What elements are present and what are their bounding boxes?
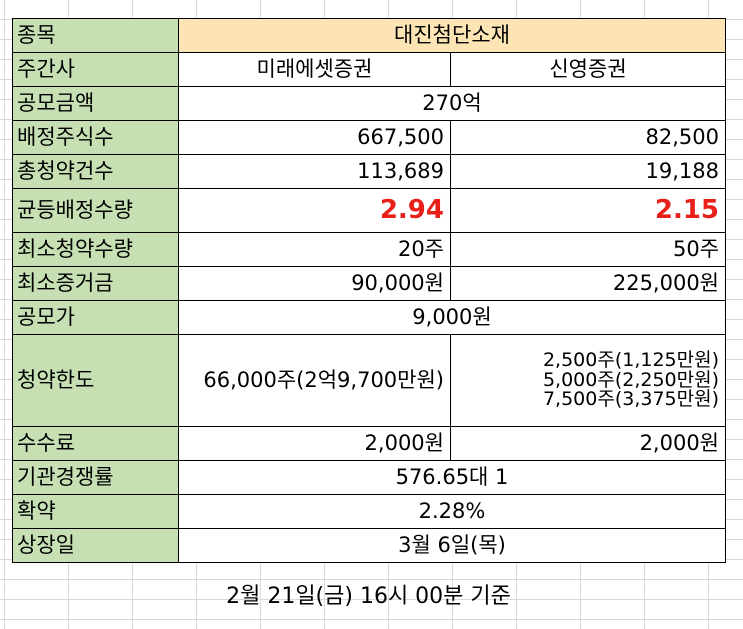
cell-amount[interactable]: 270억 — [177, 86, 727, 121]
cell-label-amount[interactable]: 공모금액 — [12, 86, 179, 121]
cell-label-deposit[interactable]: 최소증거금 — [12, 266, 179, 301]
equal-value-b: 2.15 — [654, 194, 720, 225]
cell-label-count[interactable]: 총청약건수 — [12, 154, 179, 189]
cell-label-stock[interactable]: 종목 — [12, 18, 179, 53]
cell-count-b[interactable]: 19,188 — [449, 154, 727, 189]
row-count: 총청약건수 113,689 19,188 — [12, 154, 727, 189]
cell-label-equal[interactable]: 균등배정수량 — [12, 188, 179, 233]
limit-b-line-3: 7,500주(3,375만원) — [542, 388, 720, 411]
cell-compete[interactable]: 576.65대 1 — [177, 460, 727, 495]
row-amount: 공모금액 270억 — [12, 86, 727, 121]
cell-count-a[interactable]: 113,689 — [178, 154, 451, 189]
cell-limit-a[interactable]: 66,000주(2억9,700만원) — [178, 334, 451, 427]
cell-commit[interactable]: 2.28% — [177, 494, 727, 529]
cell-equal-a[interactable]: 2.94 — [178, 188, 451, 233]
cell-label-allot[interactable]: 배정주식수 — [12, 120, 179, 155]
cell-label-fee[interactable]: 수수료 — [12, 426, 179, 461]
row-listing: 상장일 3월 6일(목) — [12, 528, 727, 563]
cell-label-compete[interactable]: 기관경쟁률 — [12, 460, 179, 495]
cell-deposit-a[interactable]: 90,000원 — [178, 266, 451, 301]
row-stock: 종목 대진첨단소재 — [12, 18, 727, 53]
cell-label-listing[interactable]: 상장일 — [12, 528, 179, 563]
cell-price[interactable]: 9,000원 — [177, 300, 727, 335]
cell-label-minshares[interactable]: 최소청약수량 — [12, 232, 179, 267]
cell-listing[interactable]: 3월 6일(목) — [177, 528, 727, 563]
equal-value-a: 2.94 — [379, 194, 444, 225]
row-underwriter: 주간사 미래에셋증권 신영증권 — [12, 52, 727, 87]
cell-label-underwriter[interactable]: 주간사 — [12, 52, 179, 87]
cell-minshares-b[interactable]: 50주 — [449, 232, 727, 267]
row-limit: 청약한도 66,000주(2억9,700만원) 2,500주(1,125만원) … — [12, 334, 727, 427]
limit-b-line-1: 2,500주(1,125만원) — [542, 348, 720, 371]
cell-allot-a[interactable]: 667,500 — [178, 120, 451, 155]
cell-allot-b[interactable]: 82,500 — [449, 120, 727, 155]
row-price: 공모가 9,000원 — [12, 300, 727, 335]
footer-timestamp: 2월 21일(금) 16시 00분 기준 — [226, 584, 511, 609]
cell-label-price[interactable]: 공모가 — [12, 300, 179, 335]
row-equal: 균등배정수량 2.94 2.15 — [12, 188, 727, 233]
cell-label-limit[interactable]: 청약한도 — [12, 334, 179, 427]
cell-minshares-a[interactable]: 20주 — [178, 232, 451, 267]
cell-underwriter-a[interactable]: 미래에셋증권 — [178, 52, 451, 87]
row-deposit: 최소증거금 90,000원 225,000원 — [12, 266, 727, 301]
ipo-table-container: 종목 대진첨단소재 주간사 미래에셋증권 신영증권 공모금액 270억 배정주식… — [12, 18, 727, 563]
row-minshares: 최소청약수량 20주 50주 — [12, 232, 727, 267]
cell-stock-name[interactable]: 대진첨단소재 — [177, 18, 727, 53]
row-allot: 배정주식수 667,500 82,500 — [12, 120, 727, 155]
limit-b-line-2: 5,000주(2,250만원) — [542, 368, 720, 391]
row-commit: 확약 2.28% — [12, 494, 727, 529]
row-compete: 기관경쟁률 576.65대 1 — [12, 460, 727, 495]
cell-deposit-b[interactable]: 225,000원 — [449, 266, 727, 301]
cell-fee-b[interactable]: 2,000원 — [449, 426, 727, 461]
cell-label-commit[interactable]: 확약 — [12, 494, 179, 529]
ipo-summary-table: 종목 대진첨단소재 주간사 미래에셋증권 신영증권 공모금액 270억 배정주식… — [12, 18, 727, 563]
cell-equal-b[interactable]: 2.15 — [449, 188, 727, 233]
cell-limit-b[interactable]: 2,500주(1,125만원) 5,000주(2,250만원) 7,500주(3… — [449, 334, 727, 427]
cell-underwriter-b[interactable]: 신영증권 — [449, 52, 727, 87]
row-fee: 수수료 2,000원 2,000원 — [12, 426, 727, 461]
cell-fee-a[interactable]: 2,000원 — [178, 426, 451, 461]
